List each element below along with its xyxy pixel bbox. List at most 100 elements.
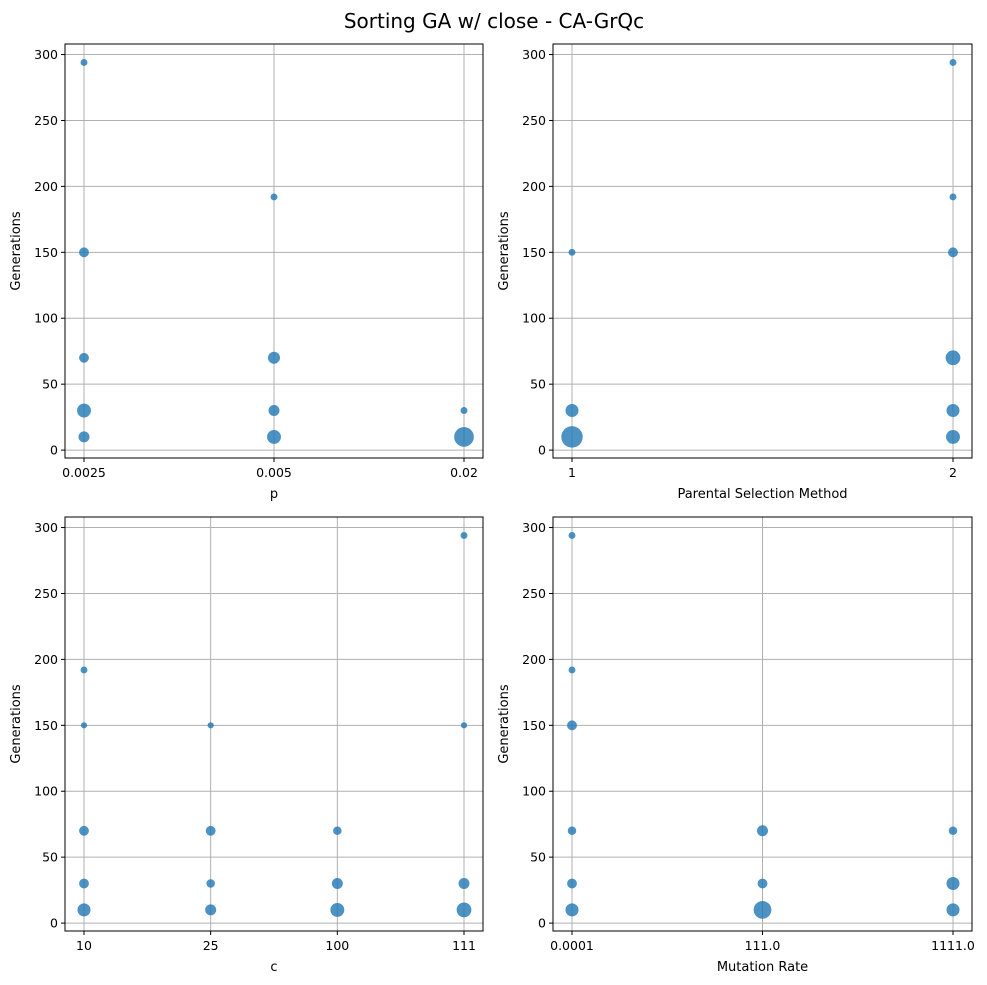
subplot-3: 0 50 100 150 200 250 300 10 25 100 111 c Generations xyxy=(9,516,484,975)
y-axis-label: Generations xyxy=(9,684,24,764)
y-axis-label: Generations xyxy=(497,211,512,291)
scatter-point xyxy=(79,352,89,363)
scatter-point xyxy=(565,404,579,418)
scatter-point xyxy=(949,58,957,66)
scatter-point xyxy=(205,825,216,836)
y-tick-label: 100 xyxy=(522,784,546,799)
y-tick-label: 300 xyxy=(522,47,546,62)
y-tick-label: 150 xyxy=(522,245,546,260)
scatter-point xyxy=(946,429,960,444)
scatter-points xyxy=(77,58,474,447)
scatter-point xyxy=(330,902,345,917)
scatter-point xyxy=(568,248,576,256)
scatter-point xyxy=(948,826,958,836)
scatter-point xyxy=(946,877,960,891)
x-axis: 0.0025 0.005 0.02 xyxy=(62,458,478,480)
y-tick-label: 250 xyxy=(34,113,58,128)
axes-frame xyxy=(64,516,484,932)
scatter-point xyxy=(79,247,89,258)
y-tick-label: 100 xyxy=(522,311,546,326)
x-tick-label: 0.005 xyxy=(256,465,292,480)
scatter-point xyxy=(567,878,577,889)
scatter-point xyxy=(948,247,958,258)
y-tick-label: 100 xyxy=(34,311,58,326)
y-tick-label: 50 xyxy=(530,377,546,392)
y-tick-label: 250 xyxy=(34,586,58,601)
scatter-point xyxy=(80,58,88,66)
y-tick-label: 200 xyxy=(34,179,58,194)
scatter-point xyxy=(946,404,960,418)
subplot-4: 0 50 100 150 200 250 300 0.0001 111.0 1111.0 Mutat… xyxy=(497,516,975,975)
scatter-point xyxy=(205,904,217,916)
y-axis-label: Generations xyxy=(497,684,512,764)
scatter-point xyxy=(331,878,343,890)
scatter-point xyxy=(77,903,91,917)
scatter-point xyxy=(945,350,961,366)
scatter-point xyxy=(565,903,579,917)
y-tick-label: 50 xyxy=(42,850,58,865)
x-tick-label: 0.0001 xyxy=(550,938,594,953)
y-tick-label: 200 xyxy=(522,652,546,667)
x-axis: 10 25 100 111 xyxy=(76,931,476,953)
scatter-point xyxy=(568,531,576,539)
y-tick-label: 150 xyxy=(522,718,546,733)
scatter-points xyxy=(565,531,960,919)
y-axis: 0 50 100 150 200 250 300 xyxy=(522,47,553,458)
scatter-point xyxy=(567,720,577,731)
scatter-point xyxy=(567,826,577,836)
scatter-point xyxy=(80,722,88,729)
subplot-2: 0 50 100 150 200 250 300 1 2 Parental Selection M… xyxy=(497,43,973,502)
scatter-point xyxy=(77,403,91,418)
scatter-point xyxy=(267,351,281,364)
x-tick-label: 1111.0 xyxy=(931,938,975,953)
y-tick-label: 0 xyxy=(538,443,546,458)
x-tick-label: 111 xyxy=(452,938,476,953)
x-axis-label: p xyxy=(270,487,278,502)
y-axis: 0 50 100 150 200 250 300 xyxy=(34,47,65,458)
grid xyxy=(65,44,483,458)
x-axis: 0.0001 111.0 1111.0 xyxy=(550,931,975,953)
y-tick-label: 250 xyxy=(522,586,546,601)
grid xyxy=(553,517,972,931)
scatter-point xyxy=(267,429,281,444)
scatter-point xyxy=(460,722,468,729)
y-tick-label: 200 xyxy=(34,652,58,667)
scatter-point xyxy=(460,407,468,415)
y-tick-label: 150 xyxy=(34,245,58,260)
y-tick-label: 300 xyxy=(34,47,58,62)
scatter-point xyxy=(757,825,768,837)
scatter-point xyxy=(456,902,472,918)
x-axis-label: Parental Selection Method xyxy=(677,487,847,502)
x-tick-label: 2 xyxy=(949,465,957,480)
scatter-point xyxy=(946,903,960,917)
scatter-points xyxy=(561,58,961,448)
axes-frame xyxy=(552,43,973,459)
x-tick-label: 100 xyxy=(325,938,349,953)
scatter-points xyxy=(77,531,472,918)
x-axis-label: Mutation Rate xyxy=(717,960,808,975)
scatter-point xyxy=(757,878,768,889)
x-tick-label: 25 xyxy=(203,938,219,953)
grid xyxy=(553,44,972,458)
scatter-point xyxy=(78,431,90,443)
y-tick-label: 300 xyxy=(34,520,58,535)
y-tick-label: 0 xyxy=(50,443,58,458)
y-tick-label: 0 xyxy=(50,916,58,931)
x-tick-label: 10 xyxy=(76,938,92,953)
x-tick-label: 0.0025 xyxy=(62,465,106,480)
scatter-point xyxy=(207,722,214,729)
scatter-point xyxy=(79,878,89,889)
scatter-point xyxy=(80,666,88,674)
y-axis: 0 50 100 150 200 250 300 xyxy=(522,520,553,931)
y-tick-label: 50 xyxy=(42,377,58,392)
y-axis-label: Generations xyxy=(9,211,24,291)
y-tick-label: 200 xyxy=(522,179,546,194)
y-tick-label: 300 xyxy=(522,520,546,535)
scatter-point xyxy=(568,666,576,674)
y-tick-label: 250 xyxy=(522,113,546,128)
y-tick-label: 100 xyxy=(34,784,58,799)
